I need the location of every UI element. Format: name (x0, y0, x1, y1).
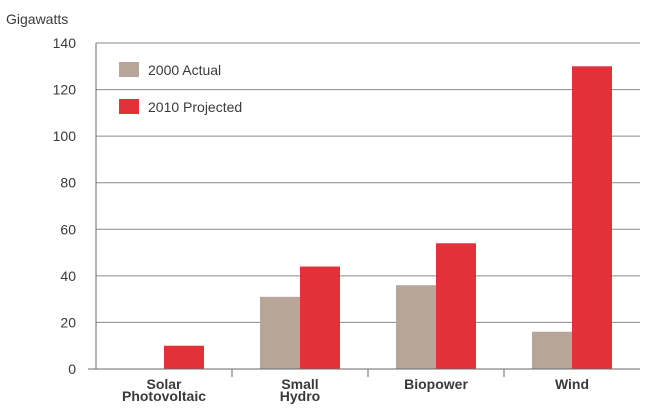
y-tick-label: 0 (68, 361, 76, 377)
category-label-line: Hydro (280, 388, 320, 404)
legend-swatch (119, 62, 139, 77)
y-tick-label: 100 (53, 128, 77, 144)
bar-actual (396, 285, 436, 369)
bar-actual (260, 296, 300, 369)
bar-projected (164, 345, 204, 369)
legend-label: 2000 Actual (148, 62, 221, 78)
legend-swatch (119, 99, 139, 114)
legend: 2000 Actual 2010 Projected (119, 62, 242, 115)
category-label-line: Wind (555, 376, 589, 392)
y-tick-label: 40 (60, 268, 76, 284)
category-label: Small Hydro (280, 376, 320, 404)
bar-actual (532, 331, 572, 369)
y-tick-label: 20 (60, 314, 76, 330)
y-tick-label: 140 (53, 35, 77, 51)
y-tick-labels: 0 20 40 60 80 100 120 140 (53, 35, 77, 377)
bars (164, 66, 612, 370)
gridlines (96, 42, 640, 323)
bar-projected (572, 66, 612, 370)
category-label: Biopower (404, 376, 468, 392)
y-axis-label: Gigawatts (6, 11, 68, 27)
bar-projected (436, 243, 476, 369)
legend-label: 2010 Projected (148, 99, 242, 115)
axes (88, 43, 640, 377)
y-tick-label: 120 (53, 82, 77, 98)
y-tick-label: 60 (60, 221, 76, 237)
category-label-line: Small (281, 376, 318, 392)
bar-projected (300, 266, 340, 369)
category-labels: Solar Photovoltaic Small Hydro Biopower Wind (122, 376, 589, 404)
category-label-line: Photovoltaic (122, 388, 206, 404)
category-label: Wind (555, 376, 589, 392)
category-label: Solar Photovoltaic (122, 376, 206, 404)
y-tick-label: 80 (60, 175, 76, 191)
category-label-line: Biopower (404, 376, 468, 392)
category-label-line: Solar (146, 376, 182, 392)
